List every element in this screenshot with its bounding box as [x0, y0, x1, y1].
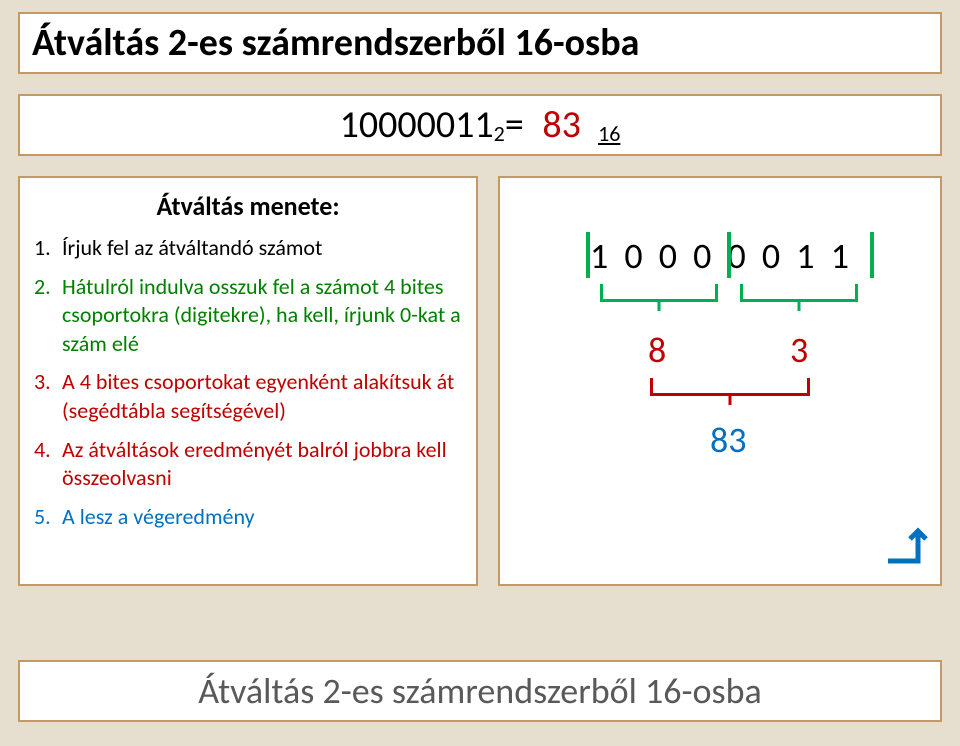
- group-brace: [740, 284, 858, 302]
- step-number: 2.: [34, 273, 62, 359]
- step-text: A 4 bites csoportokat egyenként alakítsu…: [62, 368, 462, 425]
- binary-number: 10000011: [340, 102, 494, 148]
- binary-bits: 1 0 0 0 0 0 1 1: [590, 234, 853, 278]
- footer-text: Átváltás 2-es számrendszerből 16-osba: [198, 669, 762, 713]
- hex-digit-3: 3: [790, 328, 808, 372]
- step-text: Hátulról indulva osszuk fel a számot 4 b…: [62, 273, 462, 359]
- step-item: 1.Írjuk fel az átváltandó számot: [34, 234, 462, 263]
- group-brace: [600, 284, 718, 302]
- footer-box: Átváltás 2-es számrendszerből 16-osba: [18, 660, 942, 722]
- hex-result: 83: [710, 418, 747, 462]
- step-number: 5.: [34, 503, 62, 532]
- step-item: 3.A 4 bites csoportokat egyenként alakít…: [34, 368, 462, 425]
- step-number: 1.: [34, 234, 62, 263]
- diagram-box: 1 0 0 0 0 0 1 1 8 3 83: [498, 176, 942, 586]
- base-from: 2: [494, 120, 505, 147]
- step-item: 4.Az átváltások eredményét balról jobbra…: [34, 436, 462, 493]
- hex-answer: 83: [542, 102, 581, 148]
- arrow-up-icon: [878, 516, 928, 566]
- step-text: Írjuk fel az átváltandó számot: [62, 234, 462, 263]
- step-text: Az átváltások eredményét balról jobbra k…: [62, 436, 462, 493]
- equation-box: 10000011 2 = 83 16: [18, 94, 942, 156]
- group-divider: [870, 232, 874, 278]
- group-divider: [586, 232, 590, 278]
- title-box: Átváltás 2-es számrendszerből 16-osba: [18, 12, 942, 74]
- equals-sign: =: [505, 102, 524, 148]
- step-item: 2.Hátulról indulva osszuk fel a számot 4…: [34, 273, 462, 359]
- steps-list: 1.Írjuk fel az átváltandó számot2.Hátulr…: [34, 234, 462, 531]
- step-number: 3.: [34, 368, 62, 425]
- step-number: 4.: [34, 436, 62, 493]
- group-divider: [727, 232, 731, 278]
- steps-box: Átváltás menete: 1.Írjuk fel az átváltan…: [18, 176, 478, 586]
- hex-digit-8: 8: [648, 328, 666, 372]
- combine-brace: [650, 378, 810, 396]
- base-to: 16: [598, 120, 620, 147]
- step-item: 5.A lesz a végeredmény: [34, 503, 462, 532]
- steps-heading: Átváltás menete:: [34, 190, 462, 222]
- step-text: A lesz a végeredmény: [62, 503, 462, 532]
- slide-title: Átváltás 2-es számrendszerből 16-osba: [32, 20, 639, 66]
